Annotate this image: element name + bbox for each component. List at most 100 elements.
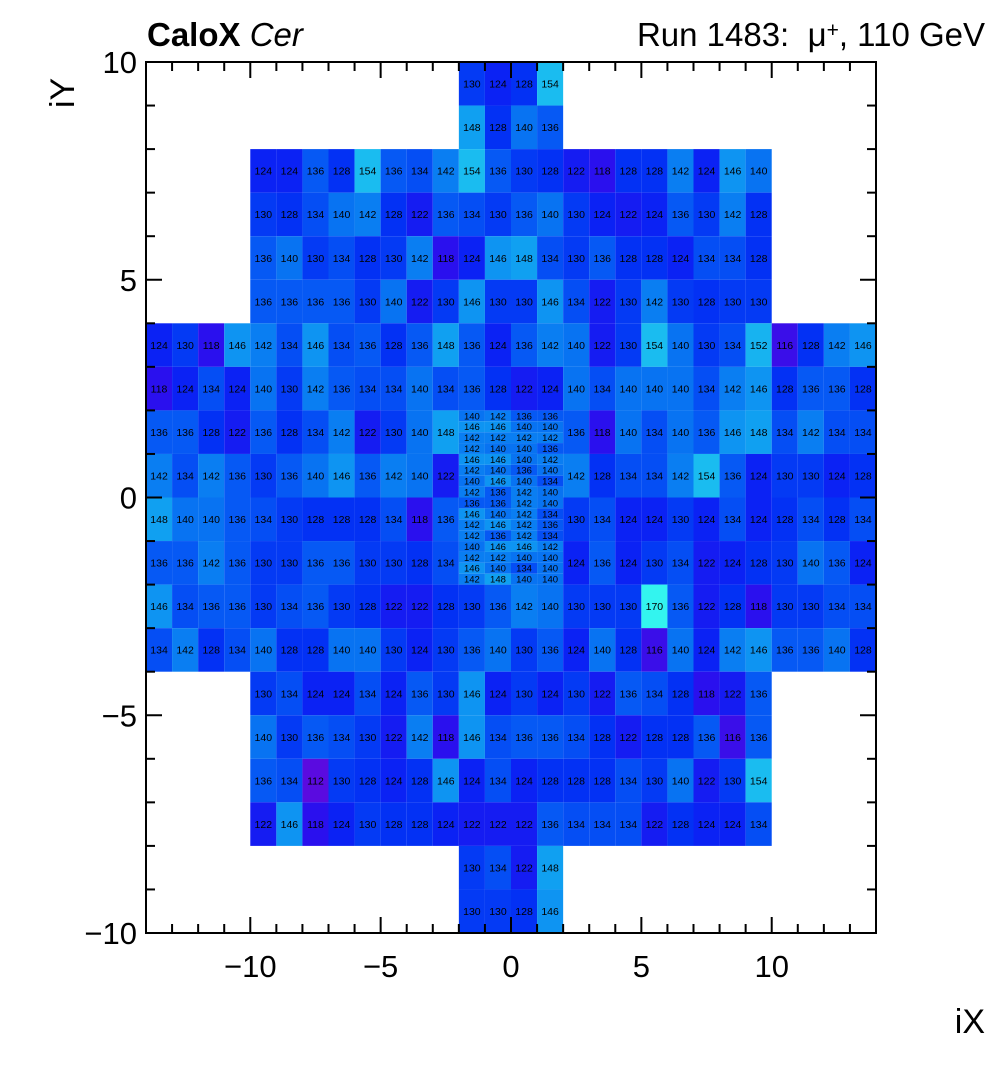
- cell-value: 128: [620, 253, 638, 265]
- cell-value: 154: [646, 340, 664, 352]
- cell-value: 142: [411, 732, 429, 744]
- heatmap-cell: [484, 628, 511, 672]
- heatmap-cell: [458, 192, 485, 237]
- cell-value: 146: [541, 296, 559, 308]
- heatmap-cell: [380, 323, 407, 367]
- cell-value: 136: [490, 498, 506, 509]
- cell-value: 136: [750, 688, 768, 700]
- heatmap-cell: [771, 497, 798, 542]
- cell-value: 128: [281, 209, 299, 221]
- cell-value: 122: [620, 732, 638, 744]
- heatmap-cell: [615, 541, 642, 585]
- heatmap-cell: [745, 323, 772, 367]
- cell-value: 140: [672, 383, 690, 395]
- cell-value: 134: [542, 509, 558, 520]
- heatmap-cell: [484, 562, 511, 574]
- heatmap-cell: [224, 628, 251, 672]
- heatmap-cell: [563, 366, 590, 411]
- heatmap-cell: [615, 802, 642, 846]
- heatmap-cell: [563, 323, 590, 367]
- heatmap-cell: [432, 671, 459, 716]
- cell-value: 130: [255, 209, 273, 221]
- heatmap-cell: [354, 323, 381, 367]
- cell-value: 136: [437, 514, 455, 526]
- cell-value: 142: [490, 433, 506, 444]
- cell-value: 128: [541, 775, 559, 787]
- heatmap-cell: [537, 192, 564, 237]
- cell-value: 130: [489, 296, 507, 308]
- cell-value: 154: [541, 79, 559, 91]
- heatmap-cell: [745, 628, 772, 672]
- cell-value: 140: [672, 645, 690, 657]
- heatmap-cell: [537, 432, 564, 444]
- cell-value: 130: [672, 296, 690, 308]
- heatmap-cell: [302, 366, 329, 411]
- cell-value: 140: [593, 645, 611, 657]
- heatmap-cell: [511, 410, 538, 422]
- heatmap-cell: [511, 519, 538, 531]
- heatmap-cell: [406, 802, 433, 846]
- heatmap-cell: [667, 149, 694, 193]
- cell-value: 136: [802, 645, 820, 657]
- heatmap-cell: [458, 366, 485, 411]
- heatmap-cell: [484, 432, 511, 444]
- cell-value: 130: [437, 296, 455, 308]
- cell-value: 124: [567, 645, 585, 657]
- cell-value: 136: [724, 471, 742, 483]
- cell-value: 130: [385, 427, 403, 439]
- heatmap-cell: [745, 453, 772, 498]
- y-axis-title: iY: [44, 78, 82, 108]
- heatmap-cell: [641, 715, 668, 759]
- heatmap-cell: [354, 366, 381, 411]
- heatmap-cell: [406, 453, 433, 498]
- cell-value: 136: [228, 514, 246, 526]
- heatmap-cell: [771, 323, 798, 367]
- heatmap-cell: [224, 323, 251, 367]
- cell-value: 140: [255, 645, 273, 657]
- cell-value: 134: [281, 775, 299, 787]
- cell-value: 146: [150, 601, 168, 613]
- cell-value: 142: [542, 433, 558, 444]
- cell-value: 118: [437, 732, 454, 744]
- heatmap-cell: [719, 149, 746, 193]
- heatmap-cell: [511, 236, 538, 280]
- cell-value: 122: [515, 862, 533, 874]
- cell-value: 130: [281, 383, 299, 395]
- cell-value: 136: [489, 601, 507, 613]
- heatmap-cell: [615, 279, 642, 324]
- heatmap-cell: [563, 149, 590, 193]
- heatmap-cell: [172, 323, 199, 367]
- heatmap-cell: [432, 715, 459, 759]
- cell-value: 136: [176, 427, 194, 439]
- heatmap-cell: [276, 758, 303, 803]
- cell-value: 124: [307, 688, 325, 700]
- cell-value: 124: [854, 558, 872, 570]
- cell-value: 136: [515, 209, 533, 221]
- heatmap-cell: [146, 323, 173, 367]
- cell-value: 140: [750, 166, 768, 178]
- cell-value: 130: [620, 296, 638, 308]
- heatmap-cell: [745, 584, 772, 629]
- cell-value: 124: [150, 340, 168, 352]
- cell-value: 134: [854, 427, 872, 439]
- heatmap-cell: [406, 279, 433, 324]
- cell-value: 134: [437, 558, 455, 570]
- heatmap-cell: [511, 715, 538, 759]
- cell-value: 142: [464, 433, 480, 444]
- cell-value: 136: [776, 645, 794, 657]
- cell-value: 152: [750, 340, 768, 352]
- heatmap-cell: [537, 573, 564, 585]
- cell-value: 136: [828, 558, 846, 570]
- heatmap-cell: [250, 236, 277, 280]
- cell-value: 146: [750, 645, 768, 657]
- page-title: CaloX Cer: [147, 16, 303, 54]
- heatmap-cell: [458, 421, 485, 433]
- heatmap-cell: [432, 410, 459, 454]
- cell-value: 140: [646, 383, 664, 395]
- cell-value: 136: [490, 487, 506, 498]
- heatmap-cell: [667, 628, 694, 672]
- cell-value: 142: [255, 340, 273, 352]
- heatmap-cell: [537, 508, 564, 520]
- cell-value: 130: [176, 340, 194, 352]
- cell-value: 146: [516, 542, 532, 553]
